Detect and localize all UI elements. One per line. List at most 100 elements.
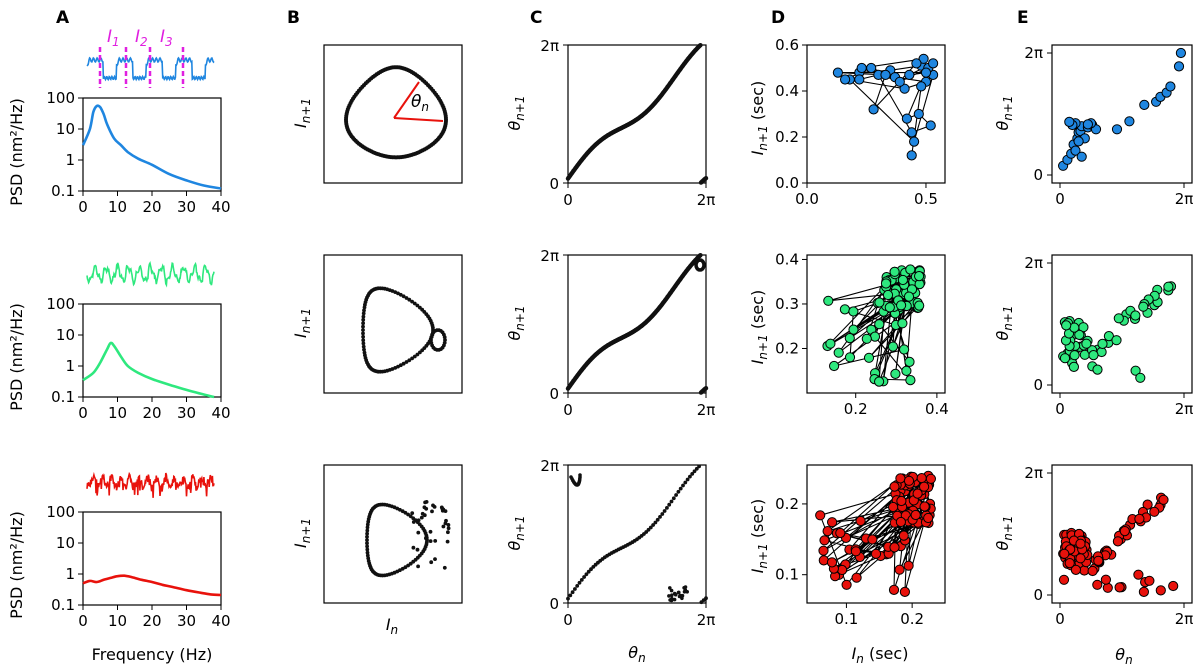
data-point — [835, 527, 846, 539]
loop-point — [365, 553, 370, 558]
c-frame — [567, 44, 707, 184]
loop-point — [365, 531, 369, 536]
data-point — [829, 360, 840, 372]
trace-line — [86, 471, 215, 498]
data-point — [1111, 124, 1123, 135]
loop-point — [398, 292, 403, 297]
data-point — [905, 375, 916, 386]
data-point — [866, 62, 877, 74]
data-point — [1173, 61, 1185, 72]
data-point — [1111, 335, 1122, 346]
loop-point — [398, 363, 403, 368]
map-point — [653, 520, 658, 525]
b-frame-2 — [323, 254, 463, 394]
data-point — [923, 512, 934, 524]
data-point — [863, 352, 875, 363]
loop-point — [365, 550, 370, 555]
trace-green — [86, 261, 215, 288]
data-point — [889, 542, 900, 553]
data-point — [819, 535, 830, 546]
data-point — [1070, 564, 1082, 576]
trace-line — [86, 261, 215, 288]
data-point — [1168, 580, 1179, 592]
loop-point — [361, 331, 365, 336]
loop-point — [429, 335, 434, 340]
map-point — [648, 525, 653, 530]
x-tick-label: 0 — [563, 401, 573, 419]
data-point — [1124, 116, 1135, 127]
data-point — [913, 108, 924, 120]
y-tick-label: 0.1 — [51, 182, 75, 200]
data-point — [1092, 364, 1103, 375]
loop-point — [415, 352, 420, 357]
y-tick-label: 0 — [549, 595, 559, 613]
data-point — [1139, 99, 1150, 111]
map-point — [694, 466, 699, 471]
map-point — [662, 509, 667, 513]
data-point — [844, 333, 855, 344]
loop-point — [443, 338, 447, 342]
theta-label: θn — [411, 92, 429, 114]
x-tick-label: 20 — [142, 404, 161, 422]
loop-point — [406, 512, 410, 517]
map-point — [683, 480, 688, 485]
data-point — [903, 560, 914, 571]
loop-point — [361, 317, 366, 322]
y-tick-label: 1 — [65, 151, 75, 169]
d-plot-1: 0.6 0.4 0.2 0.00.0 0.5 — [775, 36, 946, 208]
data-point — [904, 356, 915, 367]
loop-point — [365, 525, 370, 530]
data-point — [1076, 151, 1087, 162]
loop-point — [416, 518, 421, 523]
loop-point — [361, 321, 365, 326]
loop-point — [407, 297, 412, 302]
data-point — [882, 289, 894, 301]
data-point — [1068, 361, 1080, 372]
loop-point — [410, 511, 415, 515]
loop-point — [442, 565, 447, 570]
data-point — [916, 81, 927, 92]
data-point — [826, 557, 838, 568]
data-point — [1097, 338, 1108, 349]
x-tick-label: 30 — [177, 612, 196, 630]
data-point — [890, 368, 901, 379]
data-point — [896, 495, 907, 507]
panel-label-b: B — [287, 8, 300, 28]
loop-point — [446, 530, 450, 535]
d-ylabel-2: In+1 (sec) — [748, 290, 770, 365]
loop-point — [441, 524, 446, 529]
y-tick-label: 2π — [1024, 464, 1043, 482]
psd-ylabel-3: PSD (nm²/Hz) — [7, 511, 26, 619]
e-ylabel-2: θn+1 — [993, 305, 1015, 340]
data-point — [928, 58, 939, 69]
y-tick-label: 10 — [56, 326, 75, 344]
loop-point — [418, 305, 422, 310]
data-point — [899, 344, 910, 355]
psd-plot-green: 100 10 1 0.10 10 20 30 40 — [46, 295, 230, 422]
data-point — [896, 300, 907, 311]
loop-point — [429, 338, 433, 342]
x-tick-label: 10 — [108, 404, 127, 422]
map-point — [672, 597, 677, 602]
data-point — [868, 104, 879, 115]
data-point — [822, 526, 833, 537]
data-point — [1059, 548, 1070, 559]
map-point — [665, 506, 669, 510]
d-xlabel: In (sec) — [852, 644, 909, 666]
c-xlabel: θn — [628, 643, 645, 665]
loop-point — [446, 526, 451, 531]
data-point — [1070, 145, 1081, 156]
data-point — [854, 74, 865, 85]
data-point — [1073, 136, 1084, 147]
map-point — [671, 496, 676, 501]
psd-line — [82, 341, 215, 399]
data-point — [901, 113, 913, 124]
loop-point — [442, 340, 447, 345]
e-frame — [1051, 254, 1193, 394]
data-point — [919, 501, 930, 512]
loop-point — [365, 547, 370, 552]
x-tick-label: 2π — [1175, 190, 1194, 208]
data-point — [867, 534, 878, 545]
b-ylabel-3: In+1 — [291, 518, 313, 548]
